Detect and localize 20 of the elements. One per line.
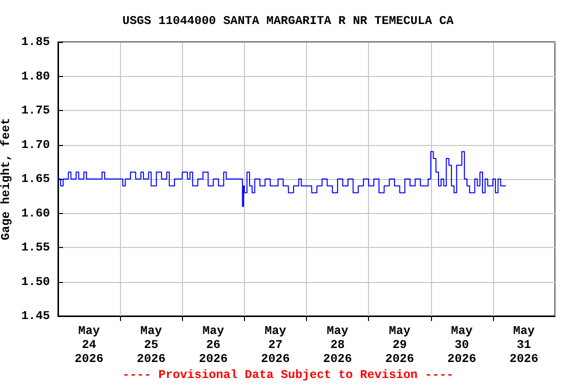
x-tick-label: May 26 2026	[198, 324, 228, 366]
y-tick-label: 1.70	[21, 138, 50, 152]
y-tick-label: 1.85	[21, 35, 50, 49]
x-tick-label: May 25 2026	[136, 324, 166, 366]
y-tick-label: 1.65	[21, 172, 50, 186]
y-tick-label: 1.45	[21, 309, 50, 323]
y-tick-label: 1.75	[21, 104, 50, 118]
text: ---- Provisional Data Subject to Revision ----	[122, 368, 454, 382]
x-tick-label: May 31 2026	[510, 324, 538, 366]
x-tick-label: May 28 2026	[323, 324, 352, 366]
y-tick-label: 1.55	[21, 240, 50, 254]
y-tick-label: 1.80	[21, 69, 50, 84]
y-axis-title: Gage height, feet	[0, 118, 13, 240]
x-tick-label: May 27 2026	[261, 324, 290, 366]
y-tick-label: 1.60	[21, 206, 50, 220]
x-tick-label: May 29 2026	[385, 324, 414, 366]
y-tick-label: 1.50	[21, 274, 50, 289]
chart-title: USGS 11044000 SANTA MARGARITA R NR TEMECULA CA	[122, 14, 454, 28]
x-tick-label: May 30 2026	[447, 324, 476, 366]
x-tick-label: May 24 2026	[74, 324, 104, 366]
